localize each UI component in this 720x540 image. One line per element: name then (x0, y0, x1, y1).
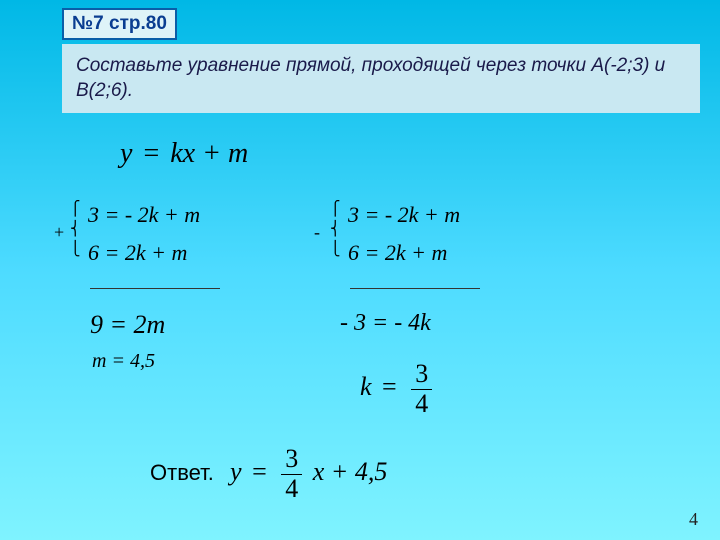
divider-left (90, 288, 220, 289)
answer-lhs: y (230, 457, 242, 486)
sys-right-eq1: 3 = - 2k + m (348, 202, 460, 228)
divider-right (350, 288, 480, 289)
brace-icon: ⎧⎨⎩ (70, 200, 82, 260)
system-right-equations: 3 = - 2k + m 6 = 2k + m (348, 202, 460, 278)
answer-fraction: 3 4 (281, 445, 302, 503)
frac-den: 4 (411, 390, 432, 419)
task-description-box: Составьте уравнение прямой, проходящей ч… (62, 44, 700, 113)
k-label: k (360, 372, 372, 401)
general-formula: y = kx + m (120, 138, 248, 170)
result-right-1: - 3 = - 4k (340, 310, 431, 337)
system-left-sign: + (54, 222, 64, 243)
system-left-equations: 3 = - 2k + m 6 = 2k + m (88, 202, 200, 278)
exercise-title-box: №7 стр.80 (62, 8, 177, 40)
formula-rhs: kx + m (170, 138, 248, 169)
sys-left-eq2: 6 = 2k + m (88, 240, 200, 266)
result-left-2: m = 4,5 (92, 350, 155, 373)
result-right-k: k = 3 4 (360, 360, 436, 418)
task-text: Составьте уравнение прямой, проходящей ч… (76, 55, 665, 101)
ans-frac-num: 3 (281, 445, 302, 475)
ans-frac-den: 4 (281, 475, 302, 504)
brace-icon: ⎧⎨⎩ (330, 200, 342, 260)
answer-tail: x + 4,5 (313, 457, 388, 486)
frac-num: 3 (411, 360, 432, 390)
answer-row: Ответ. y = 3 4 x + 4,5 (150, 445, 387, 503)
answer-formula: y = 3 4 x + 4,5 (230, 457, 387, 486)
page-number: 4 (689, 509, 698, 530)
sys-right-eq2: 6 = 2k + m (348, 240, 460, 266)
sys-left-eq1: 3 = - 2k + m (88, 202, 200, 228)
answer-label: Ответ. (150, 460, 214, 485)
result-left-1: 9 = 2m (90, 310, 165, 340)
fraction-k: 3 4 (411, 360, 432, 418)
formula-lhs: y (120, 138, 132, 169)
exercise-title: №7 стр.80 (72, 13, 167, 34)
system-right-sign: - (314, 222, 320, 243)
